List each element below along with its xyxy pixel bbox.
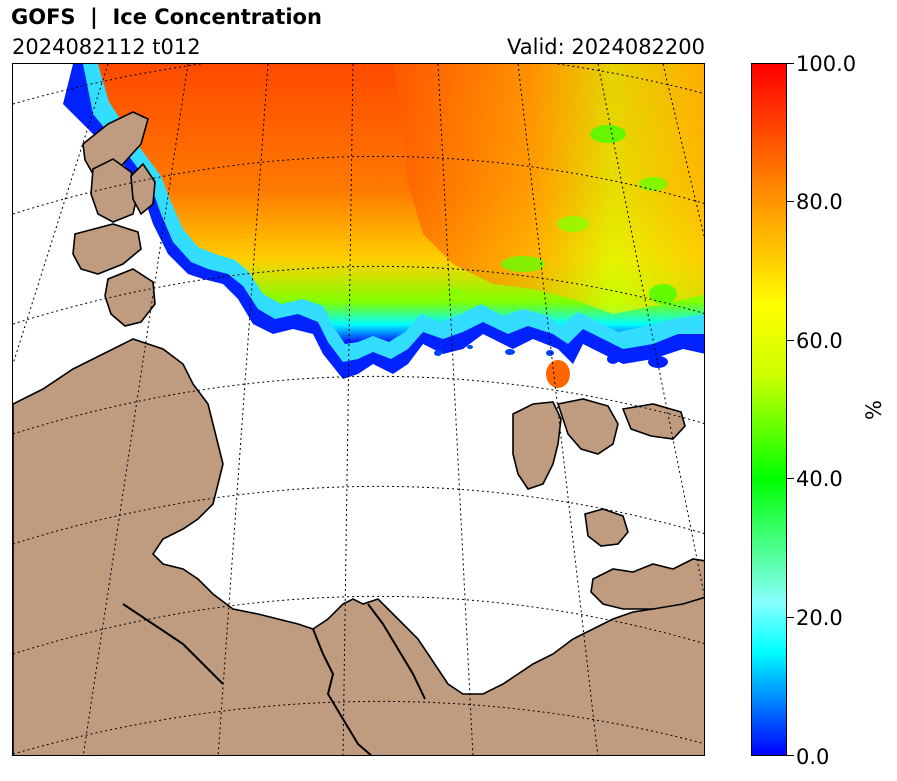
valid-time-label: Valid: 2024082200 [507,35,705,59]
page-title: GOFS | Ice Concentration [11,5,322,29]
sea-ice-field [63,64,704,388]
colorbar-tick-label: 20.0 [796,606,843,630]
colorbar-tick-label: 80.0 [796,190,843,214]
colorbar-tick [787,478,794,479]
colorbar-tick-label: 0.0 [796,745,830,769]
colorbar-tick-label: 100.0 [796,52,857,76]
colorbar-tick [787,755,794,756]
run-time-label: 2024082112 t012 [12,35,201,59]
ice-concentration-map [13,64,704,755]
map-panel[interactable] [12,63,705,756]
colorbar-unit-label: % [861,400,886,420]
colorbar-tick [787,340,794,341]
river-lines [122,603,426,755]
colorbar-tick-label: 40.0 [796,467,843,491]
colorbar-tick [787,201,794,202]
colorbar [751,63,787,756]
land-mass [13,111,704,755]
colorbar-tick [787,63,794,64]
colorbar-tick [787,617,794,618]
colorbar-tick-label: 60.0 [796,329,843,353]
graticule-lines [13,64,704,755]
